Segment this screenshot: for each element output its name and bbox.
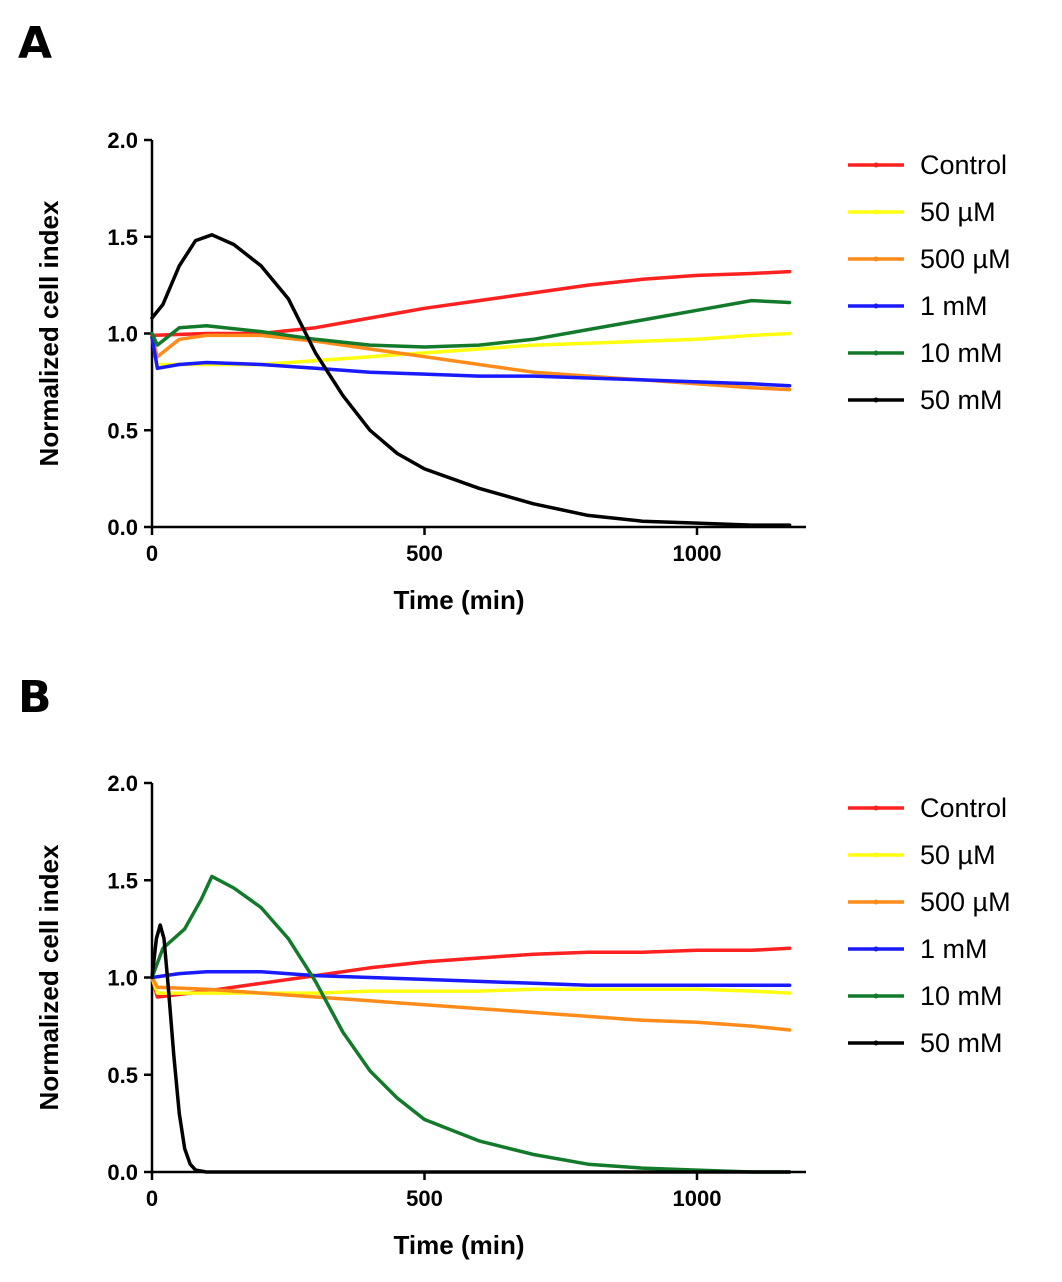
legend-marker-500-um xyxy=(873,899,879,905)
legend-label-1-mm: 1 mM xyxy=(920,934,988,964)
y-tick-label: 1.0 xyxy=(107,322,138,347)
x-tick-label: 1000 xyxy=(673,541,722,566)
series-line-1-mm xyxy=(150,969,792,988)
legend-marker-10-mm xyxy=(873,350,879,356)
legend-label-10-mm: 10 mM xyxy=(920,981,1003,1011)
series-line-10-mm xyxy=(150,874,792,1174)
y-tick-label: 0.5 xyxy=(107,1063,138,1088)
legend-marker-1-mm xyxy=(873,303,879,309)
legend-marker-10-mm xyxy=(873,993,879,999)
y-tick-label: 1.5 xyxy=(107,225,138,250)
legend-marker-50-mm xyxy=(873,1040,879,1046)
series-line-control xyxy=(150,269,792,338)
legend-marker-1-mm xyxy=(873,946,879,952)
legend-marker-control xyxy=(873,805,879,811)
x-tick-label: 500 xyxy=(406,541,443,566)
legend-marker-50-mm xyxy=(873,397,879,403)
y-tick-label: 0.0 xyxy=(107,515,138,540)
series-line-1-mm xyxy=(150,335,792,388)
legend-label-50-mm: 50 mM xyxy=(920,1028,1003,1058)
x-axis-label: Time (min) xyxy=(394,1230,525,1260)
series-line-10-mm xyxy=(150,298,792,349)
series-line-500-um xyxy=(150,975,792,1032)
series-line-50-mm xyxy=(150,233,792,527)
x-axis-label: Time (min) xyxy=(394,585,525,615)
y-tick-label: 0.5 xyxy=(107,418,138,443)
legend-label-50-um: 50 µM xyxy=(920,840,996,870)
y-tick-label: 1.5 xyxy=(107,868,138,893)
legend-label-10-mm: 10 mM xyxy=(920,338,1003,368)
legend-label-500-um: 500 µM xyxy=(920,887,1011,917)
y-tick-label: 2.0 xyxy=(107,771,138,796)
legend-label-50-um: 50 µM xyxy=(920,197,996,227)
y-axis-label: Normalized cell index xyxy=(34,200,64,466)
legend-label-control: Control xyxy=(920,793,1007,823)
legend-marker-500-um xyxy=(873,256,879,262)
legend-marker-control xyxy=(873,162,879,168)
panel-letter-b: B xyxy=(18,672,52,723)
legend-label-50-mm: 50 mM xyxy=(920,385,1003,415)
x-tick-label: 0 xyxy=(146,1186,158,1211)
panel-letter-a: A xyxy=(18,18,52,69)
legend-label-control: Control xyxy=(920,150,1007,180)
legend-label-1-mm: 1 mM xyxy=(920,291,988,321)
series-line-50-um xyxy=(150,331,792,367)
chart-panel-b: 0.0 0.5 1.0 1.5 2.0 0 500 1000 Time (min) Normali… xyxy=(34,771,1011,1260)
y-axis-label: Normalized cell index xyxy=(34,844,64,1110)
legend-label-500-um: 500 µM xyxy=(920,244,1011,274)
series-line-50-um xyxy=(150,975,792,995)
series-line-50-mm xyxy=(150,923,792,1174)
x-tick-label: 0 xyxy=(146,541,158,566)
chart-panel-a: 0.0 0.5 1.0 1.5 2.0 0 500 1000 Time (min) Normali… xyxy=(34,128,1011,615)
x-tick-label: 1000 xyxy=(673,1186,722,1211)
x-tick-label: 500 xyxy=(406,1186,443,1211)
legend-marker-50-um xyxy=(873,852,879,858)
y-tick-label: 1.0 xyxy=(107,966,138,991)
legend-marker-50-um xyxy=(873,209,879,215)
y-tick-label: 2.0 xyxy=(107,128,138,153)
y-tick-label: 0.0 xyxy=(107,1160,138,1185)
